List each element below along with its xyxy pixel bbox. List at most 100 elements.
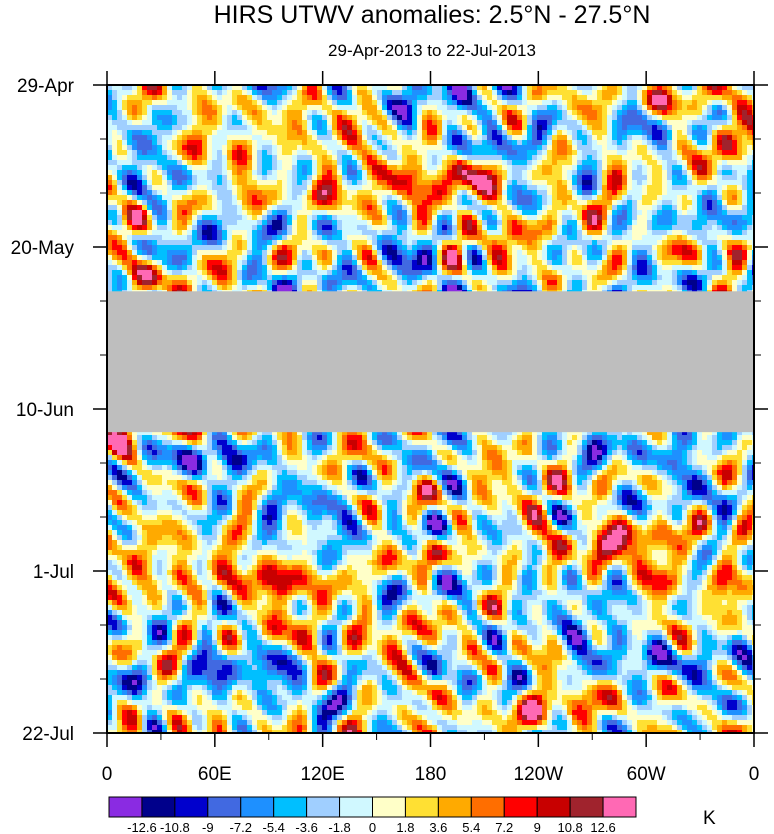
field-cell (477, 90, 483, 96)
field-cell (702, 235, 708, 241)
field-cell (447, 245, 453, 251)
field-cell (337, 155, 343, 161)
field-cell (337, 190, 343, 196)
field-cell (627, 100, 633, 106)
field-cell (397, 255, 403, 261)
field-cell (417, 255, 423, 261)
field-cell (257, 125, 263, 131)
field-cell (727, 205, 733, 211)
field-cell (712, 265, 718, 271)
field-cell (587, 105, 593, 111)
field-cell (387, 180, 393, 186)
field-cell (612, 160, 618, 166)
field-cell (537, 100, 543, 106)
field-cell (182, 160, 188, 166)
field-cell (252, 170, 258, 176)
field-cell (302, 275, 308, 281)
field-cell (542, 175, 548, 181)
field-cell (437, 235, 443, 241)
field-cell (212, 245, 218, 251)
field-cell (167, 235, 173, 241)
field-cell (117, 210, 123, 216)
field-cell (147, 145, 153, 151)
field-cell (527, 100, 533, 106)
field-cell (532, 85, 538, 91)
field-cell (472, 210, 478, 216)
field-cell (347, 85, 353, 91)
field-cell (672, 85, 678, 91)
field-cell (557, 175, 563, 181)
field-cell (237, 185, 243, 191)
field-cell (107, 225, 113, 231)
field-cell (682, 250, 688, 256)
field-cell (182, 165, 188, 171)
field-cell (187, 85, 193, 91)
field-cell (462, 250, 468, 256)
field-cell (142, 215, 148, 221)
field-cell (347, 195, 353, 201)
field-cell (377, 235, 383, 241)
field-cell (162, 180, 168, 186)
field-cell (482, 270, 488, 276)
field-cell (342, 200, 348, 206)
field-cell (697, 120, 703, 126)
field-cell (192, 100, 198, 106)
field-cell (702, 250, 708, 256)
field-cell (632, 255, 638, 261)
field-cell (307, 255, 313, 261)
field-cell (522, 245, 528, 251)
field-cell (402, 150, 408, 156)
field-cell (467, 270, 473, 276)
field-cell (542, 195, 548, 201)
field-cell (452, 270, 458, 276)
field-cell (152, 90, 158, 96)
field-cell (632, 175, 638, 181)
field-cell (142, 220, 148, 226)
field-cell (152, 275, 158, 281)
field-cell (397, 220, 403, 226)
field-cell (217, 195, 223, 201)
field-cell (572, 120, 578, 126)
field-cell (342, 130, 348, 136)
field-cell (392, 105, 398, 111)
field-cell (142, 185, 148, 191)
field-cell (702, 265, 708, 271)
field-cell (482, 110, 488, 116)
field-cell (642, 85, 648, 91)
field-cell (287, 255, 293, 261)
field-cell (137, 160, 143, 166)
field-cell (162, 235, 168, 241)
field-cell (387, 85, 393, 91)
field-cell (557, 160, 563, 166)
field-cell (512, 100, 518, 106)
field-cell (577, 200, 583, 206)
field-cell (427, 270, 433, 276)
field-cell (362, 175, 368, 181)
field-cell (647, 170, 653, 176)
field-cell (262, 245, 268, 251)
field-cell (587, 155, 593, 161)
field-cell (292, 220, 298, 226)
field-cell (372, 95, 378, 101)
field-cell (482, 150, 488, 156)
field-cell (432, 85, 438, 91)
field-cell (212, 230, 218, 236)
field-cell (572, 245, 578, 251)
field-cell (242, 150, 248, 156)
field-cell (132, 190, 138, 196)
field-cell (522, 105, 528, 111)
field-cell (472, 125, 478, 131)
field-cell (307, 205, 313, 211)
field-cell (457, 95, 463, 101)
field-cell (707, 165, 713, 171)
field-cell (507, 150, 513, 156)
field-cell (647, 260, 653, 266)
field-cell (537, 205, 543, 211)
field-cell (292, 140, 298, 146)
field-cell (457, 120, 463, 126)
field-cell (687, 205, 693, 211)
field-cell (522, 125, 528, 131)
field-cell (317, 155, 323, 161)
field-cell (137, 185, 143, 191)
field-cell (512, 210, 518, 216)
